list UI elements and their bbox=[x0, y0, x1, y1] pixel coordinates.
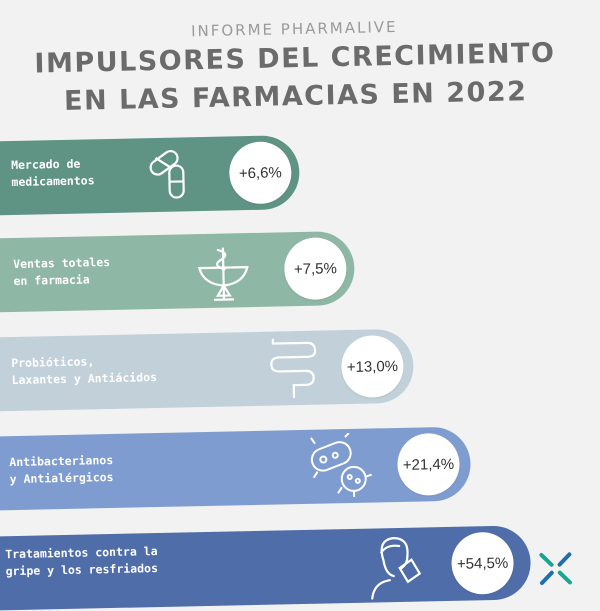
value-bubble: +7,5% bbox=[284, 237, 347, 300]
bar-label-line-1: Antibacterianos bbox=[9, 452, 113, 471]
bar-label-line-1: Mercado de bbox=[11, 155, 94, 174]
bar-label: Antibacterianos y Antialérgicos bbox=[9, 452, 114, 488]
bar-label-line-2: y Antialérgicos bbox=[10, 469, 114, 488]
chart-title: IMPULSORES DEL CRECIMIENTO EN LAS FARMAC… bbox=[0, 34, 596, 123]
bar-label: Mercado de medicamentos bbox=[11, 155, 95, 191]
pills-icon bbox=[145, 145, 206, 204]
value-bubble: +6,6% bbox=[229, 141, 292, 204]
bar-1: Mercado de medicamentos +6,6% bbox=[0, 135, 300, 216]
pharmacy-snake-icon bbox=[191, 239, 256, 304]
bar-label-line-2: en farmacia bbox=[13, 271, 110, 290]
bar-label-line-2: medicamentos bbox=[11, 172, 94, 191]
bacteria-icon bbox=[305, 433, 374, 500]
bar-label-line-2: gripe y los resfriados bbox=[5, 560, 158, 580]
bar-label-line-1: Ventas totales bbox=[13, 254, 110, 273]
bar-2: Ventas totales en farmacia +7,5% bbox=[0, 231, 355, 313]
value-bubble: +13,0% bbox=[341, 335, 404, 398]
bar-label-line-2: Laxantes y Antiácidos bbox=[11, 369, 157, 389]
value-bubble: +21,4% bbox=[397, 433, 460, 496]
pharmacy-cross-logo bbox=[537, 550, 574, 587]
bar-5: Tratamientos contra la gripe y los resfr… bbox=[0, 525, 531, 610]
sick-person-icon bbox=[363, 529, 426, 600]
bar-label: Tratamientos contra la gripe y los resfr… bbox=[5, 543, 158, 580]
bar-3: Probióticos, Laxantes y Antiácidos +13,0… bbox=[0, 329, 414, 412]
intestine-icon bbox=[263, 337, 322, 402]
value-bubble: +54,5% bbox=[451, 532, 514, 595]
bar-label: Probióticos, Laxantes y Antiácidos bbox=[11, 352, 157, 389]
bar-4: Antibacterianos y Antialérgicos +21,4% bbox=[0, 426, 471, 510]
bar-label: Ventas totales en farmacia bbox=[13, 254, 111, 290]
